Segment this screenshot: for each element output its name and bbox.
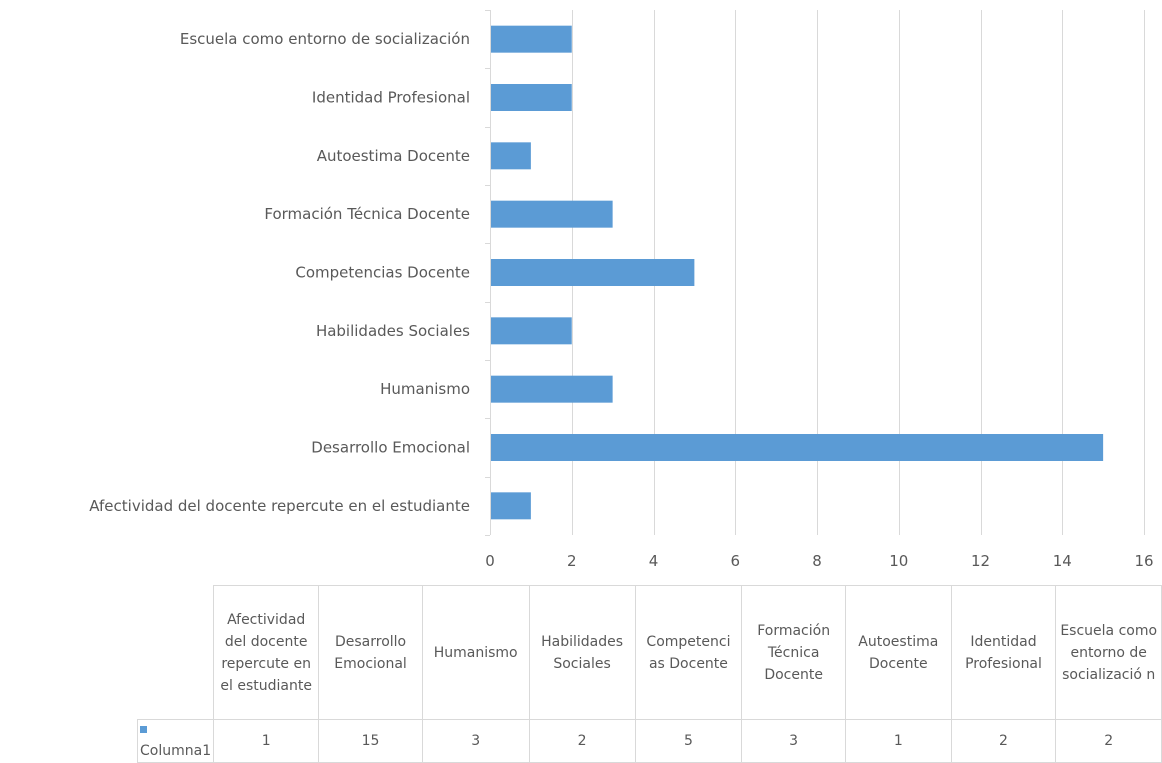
bar-2 (491, 375, 613, 403)
x-tick-label-2: 2 (567, 552, 577, 570)
data-table-series-label: Columna1 (136, 719, 215, 763)
category-axis (485, 10, 491, 536)
gridlines (490, 10, 1145, 535)
data-table-header-6: Autoestima Docente (845, 585, 952, 720)
category-label-1: Desarrollo Emocional (311, 439, 470, 457)
bars (491, 25, 1104, 520)
data-table-value-7: 2 (950, 719, 1057, 763)
category-label-0: Afectividad del docente repercute en el … (89, 497, 470, 515)
bar-4 (491, 259, 695, 286)
legend-key-icon (140, 725, 147, 733)
bar-0 (491, 492, 531, 520)
data-table-header-0: Afectividad del docente repercute en el … (213, 585, 320, 720)
data-table-value-3: 2 (528, 719, 636, 763)
category-label-5: Formación Técnica Docente (264, 205, 470, 223)
data-table: Afectividad del docente repercute en el … (136, 585, 1162, 763)
category-label-6: Autoestima Docente (317, 147, 470, 165)
data-table-value-4: 5 (634, 719, 743, 763)
bar-3 (491, 317, 572, 345)
data-table-value-5: 3 (741, 719, 846, 763)
bar-7 (491, 84, 572, 111)
data-table-header-5: Formación Técnica Docente (741, 585, 846, 720)
x-tick-label-0: 0 (485, 552, 495, 570)
x-tick-label-8: 8 (812, 552, 822, 570)
bar-chart: Afectividad del docente repercute en el … (89, 10, 1154, 570)
bar-6 (491, 142, 531, 170)
category-label-7: Identidad Profesional (312, 89, 470, 107)
data-table-header-2: Humanismo (421, 585, 530, 720)
category-label-4: Competencias Docente (295, 264, 470, 282)
data-table-corner (137, 585, 215, 720)
bar-5 (491, 200, 613, 228)
x-tick-label-14: 14 (1053, 552, 1072, 570)
x-tick-label-16: 16 (1134, 552, 1153, 570)
data-table-header-row: Afectividad del docente repercute en el … (137, 585, 1162, 720)
category-label-2: Humanismo (380, 380, 470, 398)
bar-8 (491, 25, 572, 53)
x-tick-label-4: 4 (649, 552, 659, 570)
data-table-value-6: 1 (845, 719, 952, 763)
data-table-header-8: Escuela como entorno de socializació n (1055, 585, 1162, 720)
data-table-value-2: 3 (421, 719, 530, 763)
category-label-8: Escuela como entorno de socialización (180, 30, 470, 48)
data-table-value-0: 1 (213, 719, 320, 763)
data-table-header-3: Habilidades Sociales (528, 585, 636, 720)
data-table-value-8: 2 (1055, 719, 1162, 763)
category-labels: Afectividad del docente repercute en el … (89, 30, 470, 515)
category-label-3: Habilidades Sociales (316, 322, 470, 340)
data-table-header-1: Desarrollo Emocional (318, 585, 423, 720)
data-table-header-7: Identidad Profesional (950, 585, 1057, 720)
bar-1 (491, 434, 1104, 461)
x-tick-label-6: 6 (730, 552, 740, 570)
x-tick-labels: 0 2 4 6 8 10 12 14 16 (485, 552, 1153, 570)
data-table-value-1: 15 (318, 719, 423, 763)
x-tick-label-10: 10 (889, 552, 908, 570)
data-table-value-row: Columna1 1 15 3 2 5 3 1 2 2 (136, 719, 1162, 763)
data-table-header-4: Competenci as Docente (634, 585, 743, 720)
x-tick-label-12: 12 (971, 552, 990, 570)
series-name: Columna1 (140, 743, 212, 759)
